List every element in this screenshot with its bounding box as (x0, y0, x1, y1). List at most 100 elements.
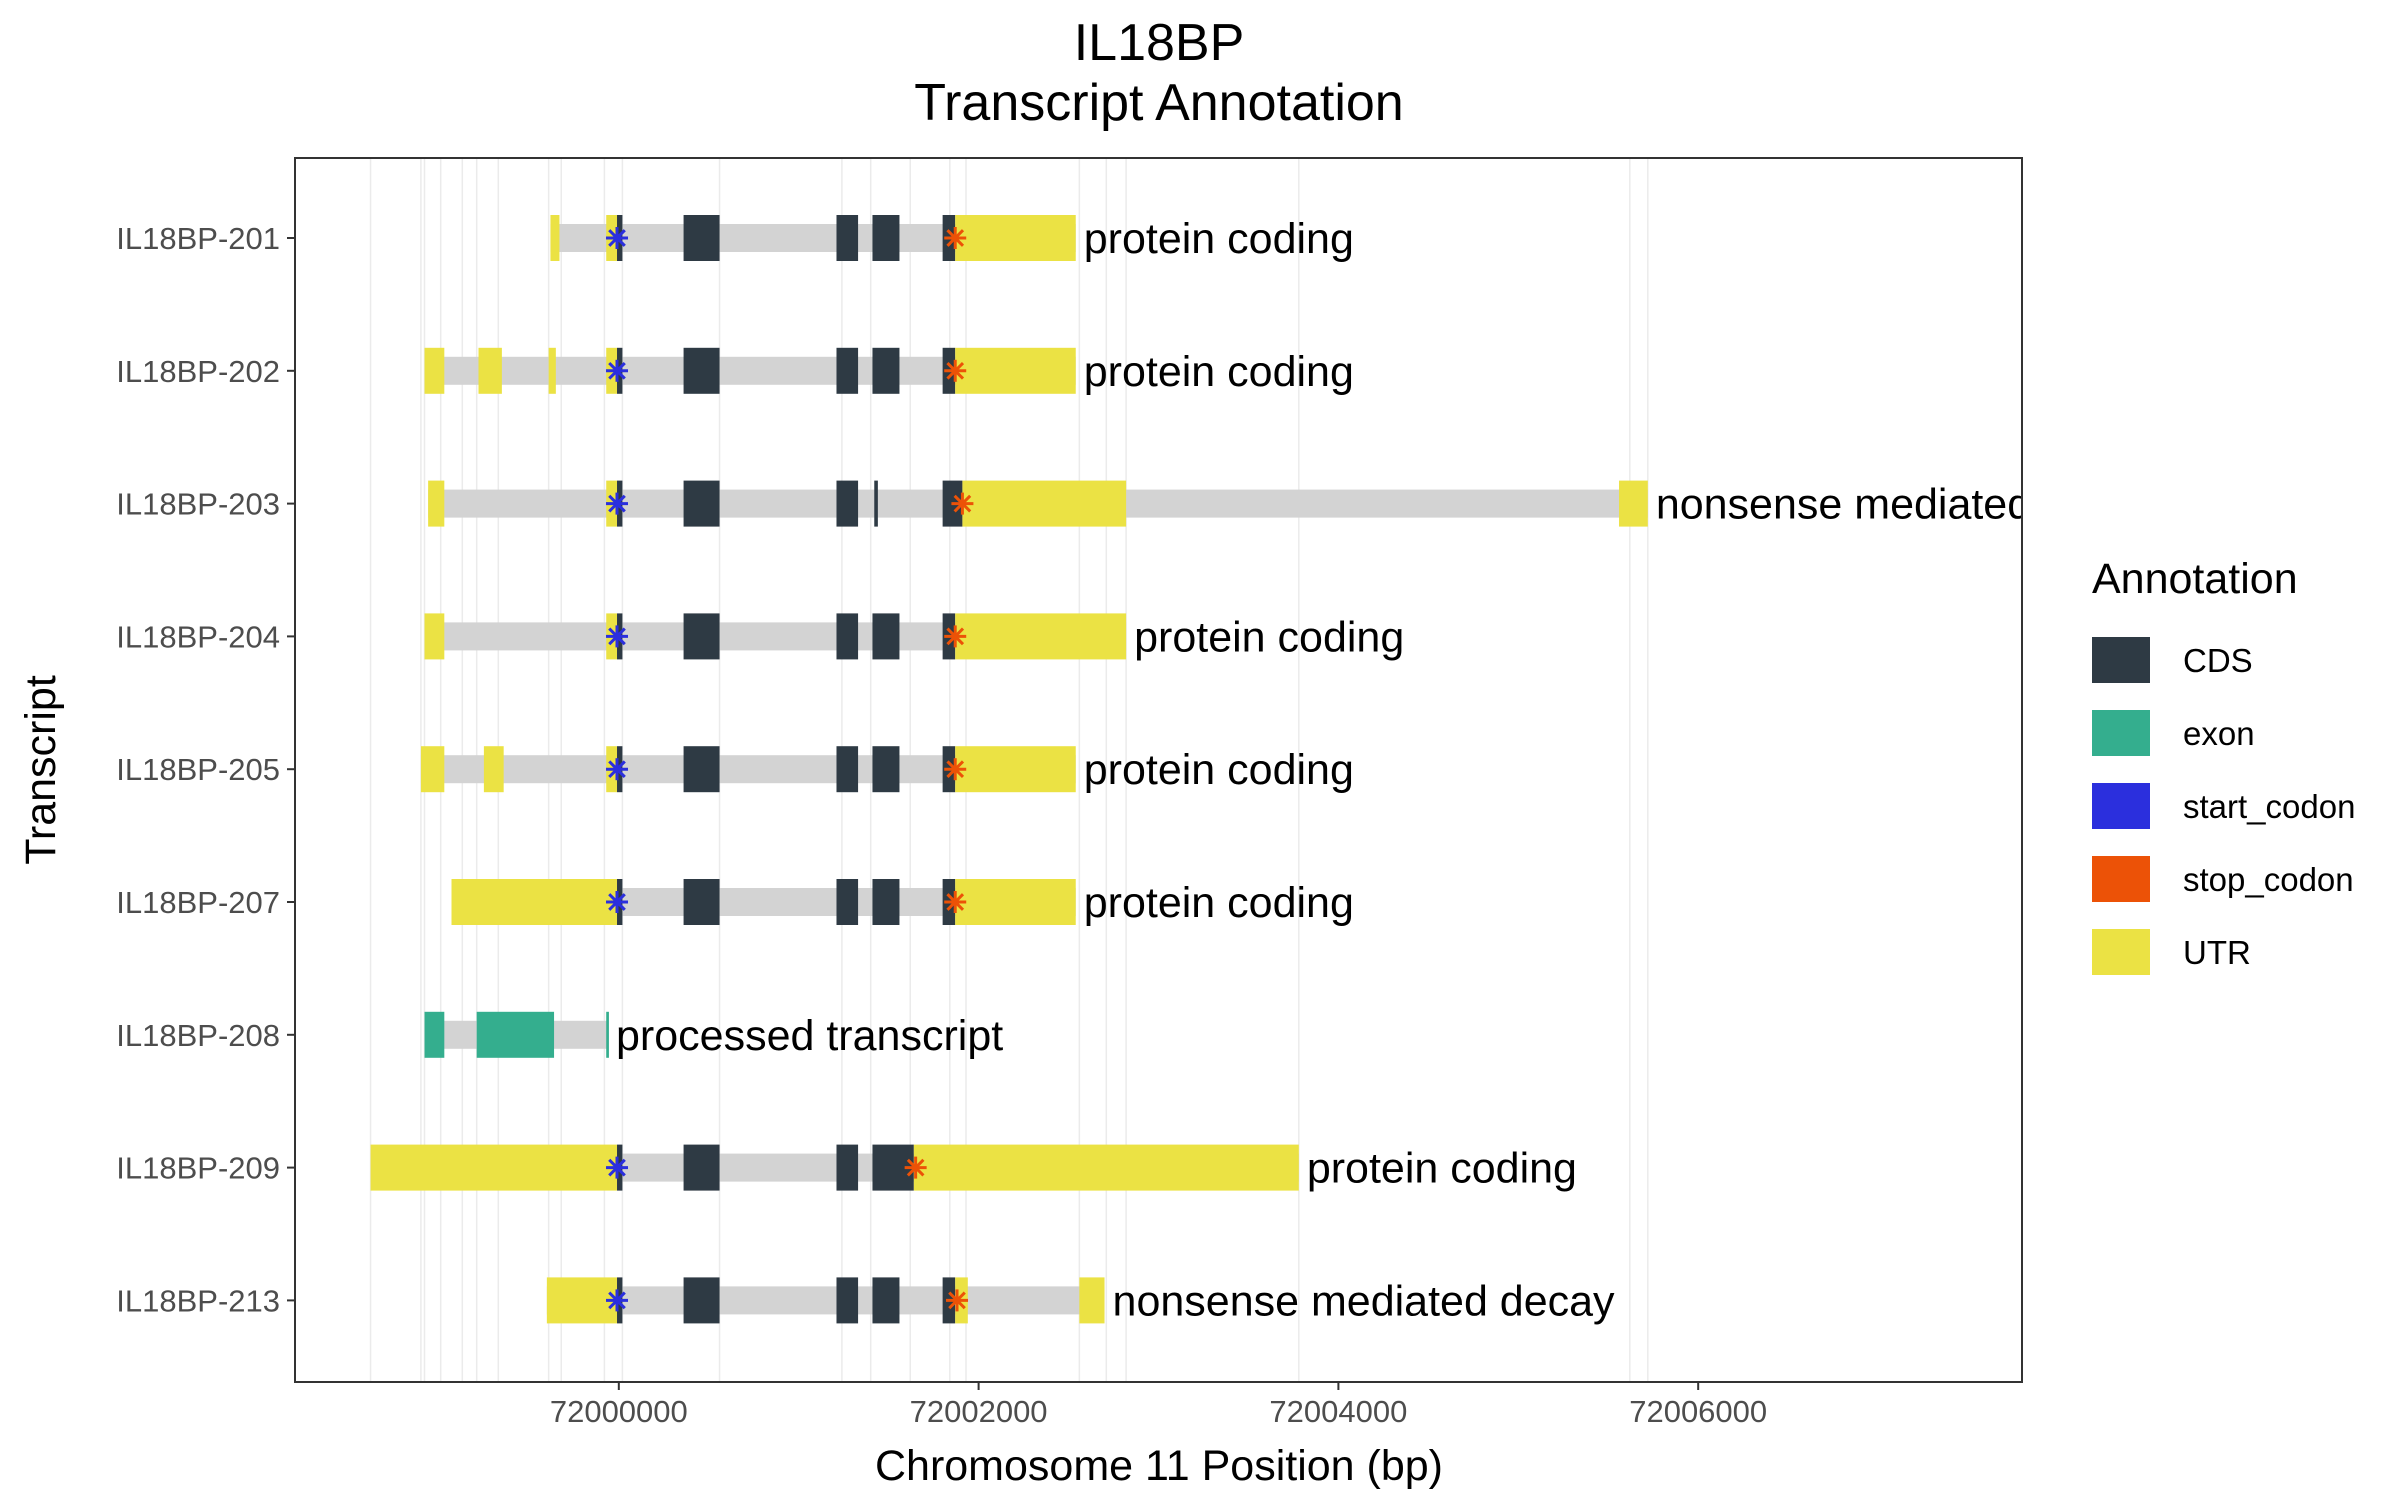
y-tick-label: IL18BP-201 (116, 221, 280, 256)
stop-codon-marker (946, 1289, 969, 1312)
y-tick-label: IL18BP-204 (116, 619, 280, 654)
CDS-block (683, 879, 720, 925)
legend: Annotation CDS exon start_codon stop_codon U… (2092, 555, 2355, 975)
UTR-block (955, 215, 1076, 261)
UTR-block (955, 613, 1127, 660)
x-axis-title: Chromosome 11 Position (bp) (875, 1442, 1443, 1490)
transcripts: nonsense mediated decay protein coding pro… (370, 215, 2159, 1325)
transcript-IL18BP-209: protein coding (370, 1144, 1577, 1193)
y-tick-label: IL18BP-207 (116, 885, 280, 920)
UTR-block (424, 613, 445, 660)
CDS-block (683, 480, 720, 527)
UTR-block (483, 746, 504, 793)
transcript-type-label: processed transcript (616, 1012, 1003, 1060)
CDS-block (683, 613, 720, 660)
CDS-block (683, 1277, 720, 1324)
CDS-block (683, 347, 720, 394)
start-codon-marker (606, 227, 629, 249)
legend-key-exon (2092, 710, 2150, 756)
y-axis: IL18BP-213 IL18BP-209 IL18BP-208 IL18BP-207… (116, 221, 295, 1318)
x-tick-label: 72006000 (1629, 1394, 1767, 1429)
transcript-type-label: protein coding (1134, 613, 1404, 661)
legend-label: CDS (2183, 642, 2253, 679)
UTR-block (424, 347, 445, 394)
transcript-IL18BP-208: processed transcript (424, 1011, 1003, 1060)
UTR-block (962, 480, 1127, 527)
x-tick-label: 72004000 (1269, 1394, 1407, 1429)
UTR-block (370, 1144, 618, 1191)
CDS-block (836, 1144, 859, 1191)
y-tick-label: IL18BP-202 (116, 354, 280, 389)
chart-title: IL18BP (1074, 14, 1245, 72)
start-codon-marker (606, 492, 629, 515)
transcript-type-label: protein coding (1307, 1145, 1577, 1193)
exon-block (476, 1011, 555, 1058)
UTR-block (478, 347, 502, 394)
exon-block (606, 1011, 609, 1058)
start-codon-marker (606, 758, 629, 781)
exon-block (424, 1011, 445, 1058)
transcript-type-label: protein coding (1084, 879, 1354, 927)
stop-codon-marker (944, 359, 967, 382)
start-codon-marker (606, 1156, 629, 1179)
stop-codon-marker (944, 758, 967, 781)
transcript-IL18BP-213: nonsense mediated decay (546, 1277, 1616, 1325)
x-tick-label: 72002000 (910, 1394, 1048, 1429)
CDS-block (874, 480, 878, 527)
transcript-type-label: protein coding (1084, 215, 1354, 263)
legend-label: stop_codon (2183, 861, 2354, 898)
UTR-block (913, 1144, 1299, 1191)
CDS-block (872, 746, 900, 793)
legend-key-stop_codon (2092, 856, 2150, 902)
UTR-block (955, 746, 1076, 793)
UTR-block (550, 215, 560, 261)
x-axis: 72000000 72002000 72004000 72006000 (550, 1382, 1767, 1429)
legend-key-UTR (2092, 929, 2150, 975)
y-tick-label: IL18BP-208 (116, 1018, 280, 1053)
UTR-block (955, 347, 1076, 394)
UTR-block (420, 746, 445, 793)
start-codon-marker (606, 359, 629, 382)
transcript-type-label: protein coding (1084, 746, 1354, 794)
CDS-block (872, 1277, 900, 1324)
transcript-IL18BP-207: protein coding (451, 879, 1354, 927)
CDS-block (683, 215, 720, 261)
transcript-IL18BP-203: nonsense mediated decay (428, 480, 2159, 529)
legend-title: Annotation (2092, 555, 2298, 603)
start-codon-marker (606, 625, 629, 648)
CDS-block (872, 879, 900, 925)
UTR-block (428, 480, 445, 527)
legend-label: start_codon (2183, 788, 2355, 825)
y-tick-label: IL18BP-203 (116, 487, 280, 522)
y-axis-title: Transcript (17, 675, 65, 865)
stop-codon-marker (944, 625, 967, 648)
stop-codon-marker (951, 492, 974, 515)
transcript-IL18BP-201: protein coding (550, 215, 1354, 263)
UTR-block (955, 879, 1076, 925)
stop-codon-marker (904, 1156, 927, 1179)
transcript-type-label: nonsense mediated decay (1656, 481, 2159, 529)
transcript-type-label: nonsense mediated decay (1113, 1277, 1616, 1325)
CDS-block (683, 746, 720, 793)
y-tick-label: IL18BP-209 (116, 1151, 280, 1186)
transcript-IL18BP-202: protein coding (424, 347, 1354, 396)
CDS-block (836, 613, 859, 660)
UTR-block (1079, 1277, 1105, 1324)
CDS-block (836, 879, 859, 925)
UTR-block (546, 1277, 618, 1324)
CDS-block (836, 215, 859, 261)
UTR-block (451, 879, 618, 925)
intron-line (546, 1286, 1105, 1315)
stop-codon-marker (944, 227, 967, 249)
x-tick-label: 72000000 (550, 1394, 688, 1429)
CDS-block (683, 1144, 720, 1191)
legend-label: exon (2183, 715, 2255, 752)
transcript-IL18BP-205: protein coding (420, 746, 1354, 794)
UTR-block (548, 347, 556, 394)
transcript-type-label: protein coding (1084, 348, 1354, 396)
legend-key-start_codon (2092, 783, 2150, 829)
y-tick-label: IL18BP-205 (116, 752, 280, 787)
CDS-block (872, 613, 900, 660)
CDS-block (872, 347, 900, 394)
